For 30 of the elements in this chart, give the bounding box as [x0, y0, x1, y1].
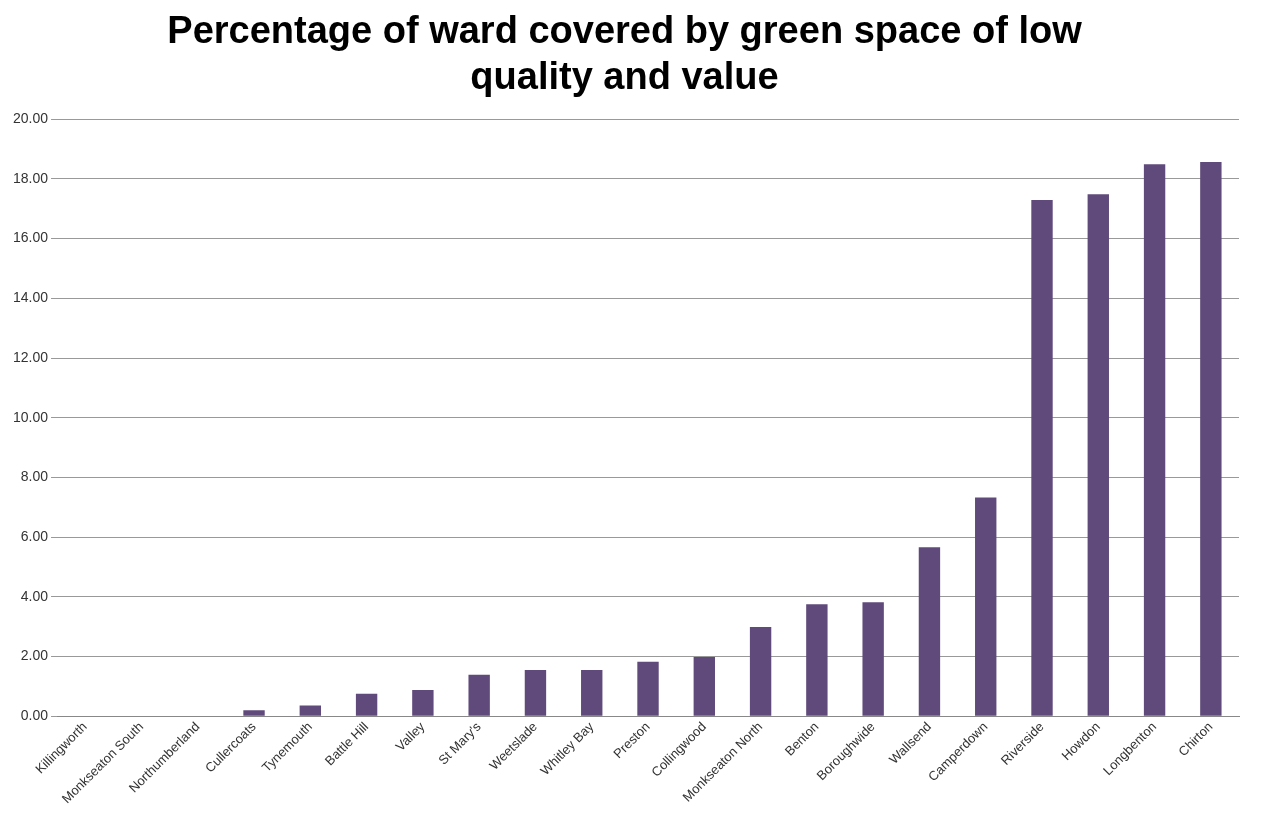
y-tick-label: 16.00 [12, 229, 49, 246]
bar [524, 670, 547, 716]
bar [918, 547, 941, 716]
bar [862, 602, 884, 716]
bar [1087, 194, 1109, 716]
y-tick-label: 2.00 [20, 647, 49, 664]
y-tick-label: 8.00 [20, 468, 49, 485]
bar [806, 604, 828, 716]
bar [1200, 161, 1222, 716]
y-tick-label: 6.00 [20, 528, 49, 545]
y-tick-label: 10.00 [12, 408, 49, 425]
y-tick-label: 0.00 [20, 707, 49, 724]
bar [1143, 164, 1166, 716]
bar [355, 693, 378, 716]
bar [299, 705, 322, 716]
y-tick-label: 18.00 [12, 169, 49, 186]
y-tick-label: 12.00 [12, 348, 49, 365]
bar [243, 710, 265, 716]
bar [637, 661, 659, 716]
bar [975, 497, 997, 716]
bar [693, 656, 715, 716]
bar [468, 674, 490, 716]
bar [412, 690, 434, 716]
y-tick-label: 14.00 [12, 289, 49, 306]
bar [1031, 200, 1053, 716]
y-tick-label: 20.00 [12, 110, 49, 127]
bar [749, 627, 772, 716]
y-tick-label: 4.00 [20, 587, 49, 604]
bar [581, 670, 603, 716]
chart-title: Percentage of ward covered by green space of low quality and value [167, 9, 1083, 97]
